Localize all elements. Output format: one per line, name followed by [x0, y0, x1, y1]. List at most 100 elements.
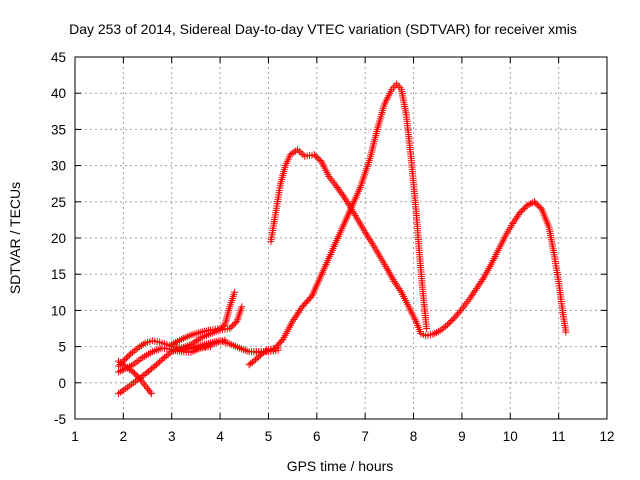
data-point	[154, 359, 162, 367]
data-point	[529, 199, 537, 207]
data-point	[530, 198, 538, 206]
data-point	[152, 361, 160, 369]
data-point	[472, 285, 480, 293]
x-axis-label: GPS time / hours	[287, 458, 394, 474]
data-point	[138, 342, 145, 350]
data-point	[296, 306, 304, 314]
data-point	[338, 190, 346, 198]
data-point	[510, 218, 518, 226]
data-point	[130, 369, 138, 377]
data-point	[156, 358, 164, 366]
data-point	[423, 325, 431, 332]
data-point	[125, 365, 133, 373]
data-point	[478, 276, 486, 284]
data-point	[120, 386, 128, 394]
data-point	[443, 321, 451, 329]
y-tick-label: 25	[51, 195, 66, 210]
data-point	[193, 329, 201, 337]
data-point	[252, 356, 260, 364]
data-point	[475, 281, 483, 289]
x-tick-label: 8	[410, 429, 418, 444]
data-point	[525, 201, 533, 209]
data-point	[288, 149, 296, 157]
data-point	[290, 148, 298, 156]
data-point	[297, 149, 305, 157]
data-point	[511, 216, 519, 224]
data-point	[451, 314, 459, 322]
data-point	[278, 337, 286, 345]
data-point	[121, 356, 129, 364]
data-point	[523, 201, 531, 209]
data-point	[132, 345, 140, 353]
data-point	[127, 350, 135, 358]
data-point	[122, 363, 130, 371]
data-point	[286, 151, 294, 159]
data-point	[226, 325, 234, 332]
y-tick-label: 20	[51, 231, 66, 246]
data-point	[470, 288, 478, 296]
data-point	[436, 327, 444, 335]
y-tick-label: 30	[51, 159, 66, 174]
data-point	[250, 357, 258, 365]
data-point	[452, 312, 460, 320]
data-point	[517, 207, 525, 215]
data-point	[256, 351, 264, 359]
data-point	[466, 294, 474, 302]
data-point	[509, 220, 517, 228]
y-tick-label: 35	[51, 122, 66, 137]
data-point	[118, 366, 126, 374]
data-point	[429, 330, 437, 338]
data-point	[132, 371, 140, 379]
data-point	[232, 319, 240, 327]
data-point	[115, 357, 123, 365]
data-point	[516, 209, 524, 217]
x-tick-labels: 1 2 3 4 5 6 7 8 9 10 11 12	[71, 429, 614, 444]
data-point	[162, 352, 170, 360]
data-point	[312, 152, 320, 160]
x-tick-label: 2	[120, 429, 128, 444]
data-point	[115, 390, 123, 398]
data-point	[139, 340, 147, 348]
data-point	[396, 286, 404, 294]
data-point	[445, 319, 453, 327]
y-tick-labels: -5 0 5 10 15 20 25 30 35 40 45	[51, 50, 66, 427]
plot-frame	[74, 56, 608, 420]
data-point	[431, 329, 439, 337]
data-point	[120, 361, 128, 369]
data-point	[164, 351, 172, 359]
data-point	[449, 315, 457, 323]
x-tick-label: 4	[216, 429, 224, 444]
x-tick-label: 9	[458, 429, 466, 444]
y-tick-label: 15	[51, 267, 66, 282]
data-point	[118, 387, 126, 395]
data-point	[124, 353, 132, 361]
data-point	[293, 310, 301, 318]
data-point	[446, 318, 454, 326]
data-point	[229, 322, 237, 330]
data-point	[474, 283, 482, 291]
y-tick-label: 0	[58, 376, 66, 391]
data-point	[293, 146, 301, 154]
data-point	[313, 154, 321, 162]
data-point	[253, 354, 261, 362]
data-point	[146, 388, 154, 396]
data-point	[134, 344, 142, 352]
data-point	[299, 151, 307, 159]
data-point	[442, 322, 450, 330]
data-point	[295, 308, 303, 316]
data-point	[124, 364, 132, 372]
data-point	[512, 214, 520, 222]
data-point	[310, 151, 318, 159]
data-point	[291, 314, 299, 322]
data-point	[227, 323, 235, 331]
data-point	[455, 308, 463, 316]
data-point	[129, 368, 137, 376]
data-point	[128, 348, 136, 356]
data-point	[231, 288, 239, 296]
data-point	[292, 312, 300, 320]
data-point	[395, 285, 403, 293]
data-point	[456, 307, 464, 315]
data-point	[195, 329, 203, 337]
data-point	[469, 290, 477, 298]
x-tick-label: 12	[599, 429, 614, 444]
